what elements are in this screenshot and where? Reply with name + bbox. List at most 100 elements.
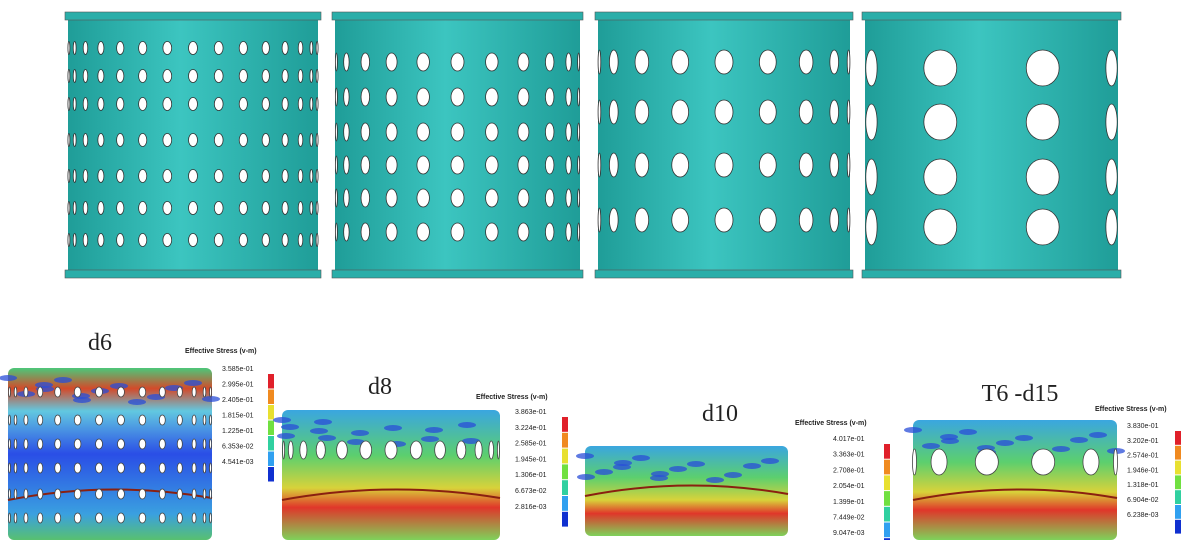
hole [598,208,601,232]
hole [239,70,247,83]
legend-value: 1.318e-01 [1127,482,1159,489]
hole [262,134,269,147]
hole [451,123,464,141]
legend-swatch [562,480,568,495]
stress-blob [1015,435,1033,441]
hole [361,223,370,241]
legend-swatch [562,433,568,448]
hole [1106,50,1117,86]
hole [417,123,429,141]
hole [210,387,212,397]
legend-value: 1.225e-01 [222,428,254,435]
hole [214,234,223,247]
hole [924,50,957,86]
hole [117,387,124,397]
hole [189,42,198,55]
hole [715,100,733,124]
hole [262,202,269,215]
cylinder-flange [595,270,853,278]
hole [139,170,147,183]
hole [98,134,104,147]
hole [451,223,464,241]
hole [159,387,165,397]
hole [98,234,104,247]
hole [759,50,776,74]
hole [139,513,146,523]
hole [192,463,196,473]
hole [298,98,303,111]
hole [8,489,10,499]
cylinder-flange [332,12,583,20]
hole [672,208,689,232]
hole [214,70,223,83]
hole [282,134,288,147]
hole [598,50,601,74]
stress-blob [318,435,336,441]
legend-swatch [884,475,890,490]
hole [799,153,813,177]
stress-blob [632,455,650,461]
hole [68,98,70,111]
hole [486,88,498,106]
hole [210,489,212,499]
hole [38,489,43,499]
hole [189,70,198,83]
hole [177,415,182,425]
hole [1113,449,1117,475]
hole [282,42,288,55]
hole [847,208,850,232]
hole [847,153,850,177]
stress-blob [421,436,439,442]
figure: d6Effective Stress (v-m)3.585e-012.995e-… [0,0,1183,540]
hole [210,463,212,473]
hole [282,170,288,183]
hole [74,439,81,449]
hole [497,441,499,459]
stress-blob [310,428,328,434]
hole [214,202,223,215]
hole [117,98,124,111]
hole [386,88,397,106]
hole [177,463,182,473]
legend-value: 6.904e-02 [1127,497,1159,504]
hole [545,223,554,241]
hole [14,439,17,449]
hole [609,50,618,74]
stress-blob [281,424,299,430]
hole [192,415,196,425]
hole [24,387,28,397]
legend-swatch [562,464,568,479]
hole [68,202,70,215]
hole [300,441,307,459]
hole [214,134,223,147]
hole [335,156,337,174]
panel-label: d6 [88,330,112,356]
hole [98,98,104,111]
hole [214,170,223,183]
hole [210,513,212,523]
hole [344,189,349,207]
legend-value: 3.224e-01 [515,425,547,432]
stress-blob [577,474,595,480]
hole [1106,104,1117,140]
hole [117,415,124,425]
hole [73,202,76,215]
hole [68,70,70,83]
hole [163,170,172,183]
hole [715,153,733,177]
legend-swatch [1175,461,1181,475]
hole [159,489,165,499]
hole [73,134,76,147]
hole [335,53,337,71]
hole [486,53,498,71]
stress-blob [184,380,202,386]
hole [672,100,689,124]
hole [177,387,182,397]
hole [83,202,88,215]
cylinder-body [865,18,1118,272]
hole [1026,159,1059,195]
hole [1026,104,1059,140]
hole [83,70,88,83]
hole [24,439,28,449]
hole [177,513,182,523]
